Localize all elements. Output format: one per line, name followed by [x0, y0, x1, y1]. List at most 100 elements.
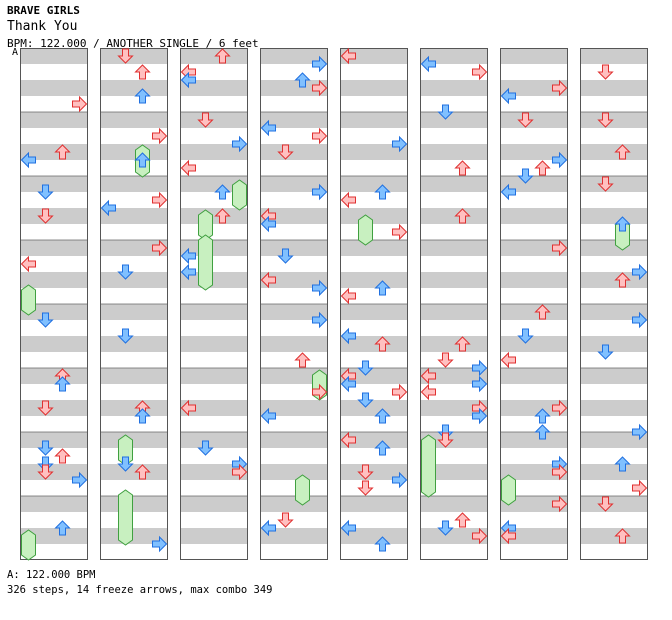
step-arrow-right: [552, 463, 568, 481]
step-arrow-up: [134, 152, 151, 168]
bpm-line: A: 122.000 BPM: [7, 569, 96, 581]
step-arrow-up: [294, 352, 311, 368]
step-arrow-down: [437, 352, 454, 368]
step-arrow-up: [134, 88, 151, 104]
step-arrow-left: [340, 287, 356, 305]
step-arrow-right: [312, 183, 328, 201]
step-arrow-up: [454, 160, 471, 176]
step-arrow-up: [534, 408, 551, 424]
step-arrow-down: [197, 112, 214, 128]
chart-footer: A: 122.000 BPM 326 steps, 14 freeze arro…: [7, 569, 273, 599]
step-arrow-right: [632, 423, 648, 441]
step-arrow-up: [454, 208, 471, 224]
step-arrow-down: [277, 248, 294, 264]
step-arrow-left: [180, 263, 196, 281]
step-arrow-up: [614, 456, 631, 472]
step-arrow-left: [180, 159, 196, 177]
freeze-arrow: [358, 214, 373, 246]
step-arrow-left: [260, 407, 276, 425]
step-arrow-up: [614, 216, 631, 232]
step-arrow-right: [472, 359, 488, 377]
step-arrow-up: [534, 424, 551, 440]
freeze-arrow: [295, 474, 310, 506]
step-arrow-up: [134, 64, 151, 80]
step-arrow-left: [500, 527, 516, 545]
step-arrow-down: [37, 440, 54, 456]
step-arrow-right: [472, 407, 488, 425]
step-arrow-up: [374, 408, 391, 424]
step-arrow-right: [312, 79, 328, 97]
step-arrow-right: [152, 127, 168, 145]
step-arrow-left: [180, 399, 196, 417]
chart-column-3: [180, 48, 248, 560]
freeze-arrow: [501, 474, 516, 506]
step-arrow-up: [534, 304, 551, 320]
step-arrow-down: [597, 496, 614, 512]
step-arrow-right: [312, 311, 328, 329]
step-arrow-left: [180, 71, 196, 89]
step-arrow-down: [437, 104, 454, 120]
step-arrow-right: [152, 191, 168, 209]
freeze-arrow: [118, 489, 133, 546]
chart-info: BPM: 122.000 / ANOTHER SINGLE / 6 feet: [7, 37, 259, 50]
step-arrow-down: [117, 328, 134, 344]
step-arrow-right: [472, 375, 488, 393]
step-arrow-up: [294, 72, 311, 88]
step-arrow-right: [152, 535, 168, 553]
step-arrow-down: [197, 440, 214, 456]
step-arrow-down: [37, 208, 54, 224]
step-arrow-left: [260, 215, 276, 233]
step-arrow-left: [340, 431, 356, 449]
freeze-arrow: [232, 179, 247, 211]
step-arrow-down: [597, 64, 614, 80]
chart-column-5: [340, 48, 408, 560]
step-arrow-left: [180, 247, 196, 265]
chart-column-6: [420, 48, 488, 560]
step-arrow-right: [392, 471, 408, 489]
step-arrow-right: [392, 223, 408, 241]
step-arrow-up: [374, 536, 391, 552]
freeze-arrow: [198, 209, 213, 241]
step-arrow-right: [552, 151, 568, 169]
step-arrow-left: [260, 271, 276, 289]
chart-column-8: [580, 48, 648, 560]
step-arrow-down: [597, 344, 614, 360]
step-arrow-up: [214, 208, 231, 224]
step-arrow-left: [500, 87, 516, 105]
step-arrow-up: [54, 376, 71, 392]
step-arrow-left: [100, 199, 116, 217]
step-arrow-down: [37, 312, 54, 328]
step-arrow-right: [552, 239, 568, 257]
step-arrow-left: [340, 47, 356, 65]
step-arrow-up: [614, 144, 631, 160]
step-arrow-right: [632, 263, 648, 281]
step-arrow-right: [472, 63, 488, 81]
step-arrow-right: [72, 471, 88, 489]
step-arrow-left: [500, 183, 516, 201]
step-arrow-up: [214, 184, 231, 200]
step-arrow-left: [260, 119, 276, 137]
step-arrow-right: [552, 495, 568, 513]
step-arrow-left: [340, 327, 356, 345]
step-arrow-left: [340, 519, 356, 537]
freeze-arrow: [421, 434, 436, 498]
freeze-arrow: [21, 284, 36, 316]
step-arrow-down: [437, 432, 454, 448]
step-arrow-down: [117, 48, 134, 64]
step-arrow-down: [117, 456, 134, 472]
step-arrow-up: [54, 144, 71, 160]
freeze-arrow: [198, 234, 213, 291]
step-arrow-up: [54, 520, 71, 536]
step-arrow-down: [517, 328, 534, 344]
step-arrow-down: [437, 520, 454, 536]
bpm-marker: A: [12, 47, 19, 58]
step-arrow-down: [517, 112, 534, 128]
step-arrow-right: [232, 463, 248, 481]
artist-name: BRAVE GIRLS: [7, 4, 80, 17]
step-arrow-right: [312, 279, 328, 297]
step-arrow-up: [54, 448, 71, 464]
step-arrow-right: [312, 383, 328, 401]
step-arrow-up: [454, 512, 471, 528]
step-arrow-left: [500, 351, 516, 369]
step-arrow-up: [534, 160, 551, 176]
